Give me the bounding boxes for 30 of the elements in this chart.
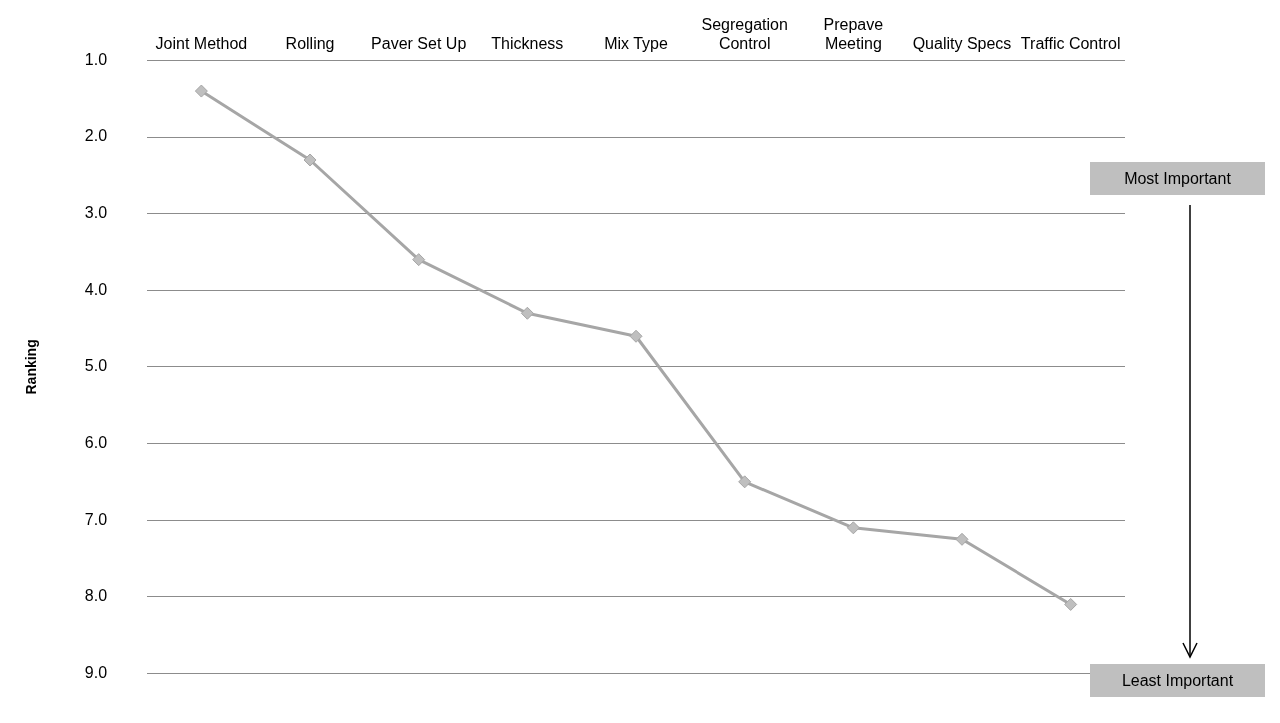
x-tick-label: Traffic Control: [1020, 35, 1121, 53]
x-tick-label: Quality Specs: [912, 35, 1012, 53]
point: [846, 521, 860, 535]
x-tick-label: Joint Method: [155, 35, 248, 53]
y-tick-label: 6.0: [84, 433, 108, 451]
x-tick-label: Rolling: [285, 35, 335, 53]
y-tick-label: 2.0: [84, 127, 108, 145]
y-tick-label: 8.0: [84, 587, 108, 605]
point: [194, 84, 208, 98]
y-tick-label: 1.0: [84, 50, 108, 68]
x-tick-label: Paver Set Up: [371, 35, 467, 53]
y-tick-label: 7.0: [84, 510, 108, 528]
point: [955, 532, 969, 546]
label-box: Least Important: [1090, 664, 1265, 697]
point: [738, 475, 752, 489]
point: [1064, 597, 1078, 611]
y-tick-label: 5.0: [84, 357, 108, 375]
point: [303, 153, 317, 167]
y-tick-label: 9.0: [84, 663, 108, 681]
label-box: Most Important: [1090, 162, 1265, 195]
y-axis-title: Ranking: [23, 339, 40, 395]
x-tick-label: Mix Type: [604, 35, 668, 53]
y-tick-label: 3.0: [84, 204, 108, 222]
x-tick-label: Prepave Meeting: [823, 16, 884, 53]
point: [629, 329, 643, 343]
x-tick-label: Thickness: [491, 35, 564, 53]
point: [412, 253, 426, 267]
point: [520, 306, 534, 320]
y-tick-label: 4.0: [84, 280, 108, 298]
x-tick-label: Segregation Control: [701, 16, 788, 53]
